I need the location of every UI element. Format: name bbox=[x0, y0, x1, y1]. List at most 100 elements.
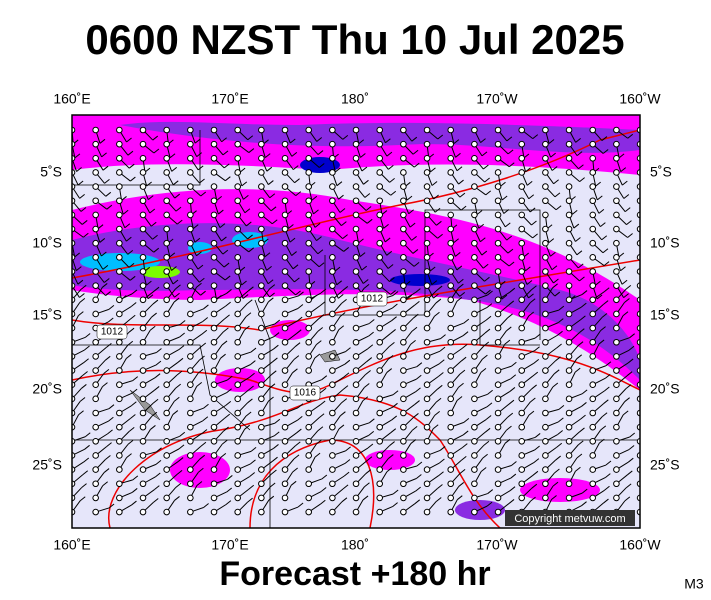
wind-barb-feather bbox=[436, 220, 442, 226]
wind-barb-feather bbox=[629, 432, 636, 438]
station bbox=[329, 508, 336, 516]
wind-barb-feather bbox=[574, 367, 581, 373]
station bbox=[542, 310, 549, 318]
station bbox=[542, 296, 549, 304]
wind-barb-feather bbox=[84, 345, 90, 351]
wind-barb-feather bbox=[130, 302, 137, 307]
wind-barb-feather bbox=[199, 277, 205, 283]
station bbox=[494, 508, 502, 516]
wind-barb-feather bbox=[436, 384, 443, 390]
wind-barb-feather bbox=[553, 278, 559, 284]
wind-barb-feather bbox=[534, 433, 541, 438]
station bbox=[210, 494, 218, 502]
wind-barb-feather bbox=[79, 293, 85, 298]
station bbox=[281, 155, 289, 162]
lat-label-left: 15˚S bbox=[32, 307, 62, 323]
wind-barb-feather bbox=[155, 459, 162, 465]
wind-barb-feather bbox=[367, 443, 374, 449]
station bbox=[305, 197, 313, 205]
wind-barb-feather bbox=[365, 370, 371, 375]
wind-barb-feather bbox=[126, 236, 132, 242]
wind-barb-feather bbox=[317, 327, 324, 332]
wind-barb-feather bbox=[268, 396, 274, 402]
wind-barb-feather bbox=[106, 442, 112, 448]
wind-barb-feather bbox=[108, 305, 115, 310]
station bbox=[329, 438, 336, 445]
wind-barb-feather bbox=[651, 205, 656, 209]
wind-barb-feather bbox=[387, 354, 394, 360]
station bbox=[542, 466, 549, 473]
station bbox=[447, 183, 455, 190]
wind-barb-feather bbox=[529, 298, 536, 304]
wind-barb-feather bbox=[318, 262, 325, 268]
station bbox=[589, 338, 597, 346]
wind-barb-feather bbox=[552, 382, 559, 388]
station bbox=[565, 169, 573, 176]
station bbox=[210, 452, 218, 459]
wind-barb-feather bbox=[577, 341, 584, 347]
station bbox=[187, 494, 194, 502]
wind-barb-feather bbox=[650, 292, 655, 296]
station bbox=[613, 395, 620, 403]
station bbox=[210, 338, 218, 346]
station bbox=[423, 338, 431, 346]
wind-barb-feather bbox=[179, 320, 186, 325]
wind-barb-feather bbox=[241, 280, 247, 286]
station bbox=[471, 239, 478, 247]
station bbox=[305, 494, 313, 502]
wind-barb-feather bbox=[192, 224, 199, 229]
station bbox=[400, 367, 407, 374]
station bbox=[352, 211, 360, 219]
station bbox=[518, 155, 526, 162]
station bbox=[92, 239, 99, 247]
wind-barb-feather bbox=[555, 356, 561, 362]
station bbox=[613, 254, 620, 261]
station bbox=[329, 423, 336, 431]
wind-barb-feather bbox=[650, 192, 655, 196]
station bbox=[187, 438, 194, 445]
wind-barb-feather bbox=[605, 361, 612, 367]
station bbox=[447, 395, 455, 403]
wind-barb-feather bbox=[414, 300, 420, 306]
wind-barb-feather bbox=[245, 411, 252, 417]
wind-barb-feather bbox=[410, 340, 416, 345]
wind-barb-feather bbox=[431, 181, 438, 186]
station bbox=[376, 254, 384, 261]
station bbox=[423, 282, 431, 289]
station bbox=[352, 183, 360, 190]
station bbox=[116, 381, 123, 389]
wind-barb-feather bbox=[440, 334, 446, 340]
wind-barb-feather bbox=[197, 165, 204, 171]
wind-barb-feather bbox=[198, 467, 204, 473]
station bbox=[281, 494, 289, 502]
station bbox=[565, 268, 573, 275]
station bbox=[565, 254, 573, 261]
wind-barb-feather bbox=[627, 358, 634, 364]
station bbox=[518, 126, 526, 134]
wind-barb-feather bbox=[365, 206, 372, 211]
station bbox=[187, 126, 194, 134]
wind-barb-feather bbox=[128, 263, 135, 268]
station bbox=[139, 466, 147, 473]
wind-barb-feather bbox=[456, 296, 463, 302]
wind-barb-feather bbox=[101, 152, 107, 158]
wind-barb-feather bbox=[84, 432, 91, 438]
wind-barb-feather bbox=[389, 441, 395, 446]
wind-barb bbox=[639, 355, 640, 357]
station bbox=[494, 155, 502, 162]
station bbox=[234, 211, 241, 219]
station bbox=[210, 197, 218, 205]
wind-barb-feather bbox=[482, 354, 488, 360]
station bbox=[329, 197, 336, 205]
station bbox=[423, 438, 431, 445]
station bbox=[423, 452, 431, 459]
station bbox=[92, 508, 99, 516]
station bbox=[494, 282, 502, 289]
station bbox=[187, 155, 194, 162]
station bbox=[234, 381, 241, 389]
station bbox=[92, 183, 99, 190]
wind-barb-feather bbox=[533, 458, 540, 463]
station bbox=[163, 423, 170, 431]
station bbox=[329, 381, 336, 389]
wind-barb-feather bbox=[555, 455, 561, 461]
